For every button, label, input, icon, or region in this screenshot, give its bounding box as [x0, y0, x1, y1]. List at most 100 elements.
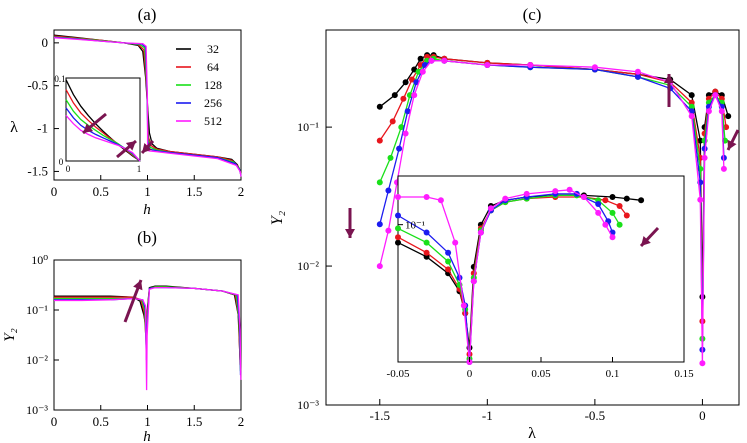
x-tick-label: -0.5	[585, 408, 606, 423]
data-point-256	[376, 221, 383, 228]
data-point-512	[688, 113, 695, 120]
data-point-512	[701, 154, 708, 161]
data-point-512	[580, 194, 587, 200]
data-point-32	[725, 113, 732, 120]
inset-y-tick-label: 0.1	[54, 74, 65, 84]
data-point-256	[385, 187, 392, 194]
data-point-512	[419, 68, 426, 75]
series-line-32	[397, 194, 642, 348]
legend-label-512: 512	[204, 114, 222, 128]
data-point-512	[470, 278, 477, 285]
data-point-512	[566, 186, 573, 193]
data-point-128	[415, 68, 422, 75]
data-point-64	[445, 266, 452, 273]
panel-b-arrow-head	[133, 280, 143, 291]
data-point-256	[445, 249, 452, 256]
legend-label-128: 128	[204, 78, 222, 92]
data-point-512	[460, 302, 467, 309]
y-axis-label: Y₂	[269, 210, 286, 225]
x-tick-label: -1.5	[369, 408, 390, 423]
data-point-32	[697, 137, 704, 144]
legend-label-256: 256	[204, 96, 222, 110]
series-line-512	[54, 286, 242, 391]
data-point-512	[402, 130, 409, 137]
data-point-64	[389, 118, 396, 125]
y-tick-label: 10⁻³	[297, 398, 319, 412]
y-axis-label: Y₂	[2, 328, 18, 342]
panel-c-inset-arrow-head	[641, 236, 651, 246]
y-tick-label: 10⁻¹	[26, 303, 48, 317]
data-point-32	[395, 239, 401, 246]
panel-c-label: (c)	[523, 5, 542, 24]
data-point-32	[623, 195, 630, 202]
data-point-64	[602, 197, 609, 204]
data-point-512	[697, 196, 704, 203]
x-tick-label: 0	[51, 414, 58, 429]
x-tick-label: 1.5	[186, 184, 202, 199]
data-point-64	[616, 203, 623, 209]
x-axis-label: h	[143, 429, 151, 443]
y-tick-label: 10⁰	[31, 253, 48, 267]
y-axis-label: λ	[10, 119, 18, 136]
panel-a-arrow-up-head	[125, 141, 136, 151]
data-point-512	[502, 195, 509, 202]
inset-x-tick-label: 0	[66, 164, 71, 174]
data-point-256	[404, 108, 411, 115]
data-point-512	[423, 194, 430, 200]
x-tick-label: 0.5	[93, 414, 109, 429]
x-tick-label: -1	[482, 408, 493, 423]
data-point-64	[688, 99, 695, 106]
inset-x-tick-label: 0.1	[606, 368, 620, 380]
data-point-256	[423, 229, 430, 236]
y-tick-label: 10⁻²	[26, 353, 48, 367]
data-point-32	[423, 253, 430, 260]
data-point-512	[602, 221, 609, 228]
y-tick-label: -1	[37, 121, 48, 136]
data-point-128	[688, 103, 695, 110]
data-point-512	[376, 263, 383, 270]
panel-c-frame	[325, 29, 740, 406]
inset-x-tick-label: 1	[137, 164, 142, 174]
x-tick-label: 0	[699, 408, 706, 423]
data-point-512	[720, 165, 727, 172]
data-point-32	[638, 197, 645, 204]
data-point-64	[395, 234, 401, 241]
data-point-512	[523, 190, 530, 197]
data-point-512	[411, 92, 418, 99]
data-point-32	[688, 92, 695, 99]
x-tick-label: 1	[144, 414, 151, 429]
x-axis-label: λ	[528, 425, 536, 442]
data-point-512	[441, 57, 448, 64]
inset-x-tick-label: 0.05	[531, 368, 551, 380]
data-point-128	[398, 124, 405, 131]
data-point-512	[699, 360, 706, 367]
data-point-128	[395, 225, 401, 232]
panel-a-arrow-down-head	[142, 142, 152, 153]
inset-y-tick-label: 0	[59, 157, 64, 167]
data-point-512	[718, 108, 725, 115]
data-point-32	[417, 55, 424, 62]
data-point-128	[376, 179, 383, 186]
data-point-256	[396, 145, 403, 152]
inset-x-tick-label: 0.15	[674, 368, 694, 380]
data-point-512	[609, 234, 616, 241]
data-point-512	[385, 227, 392, 234]
legend-label-64: 64	[207, 60, 219, 74]
data-point-64	[623, 212, 630, 219]
data-point-128	[423, 239, 430, 246]
data-point-512	[552, 188, 559, 195]
data-point-32	[609, 194, 616, 200]
data-point-512	[452, 239, 459, 246]
data-point-32	[402, 79, 409, 86]
data-point-128	[387, 154, 394, 161]
data-point-512	[428, 57, 435, 64]
data-point-256	[634, 73, 641, 80]
legend-label-32: 32	[207, 42, 219, 56]
panel-c-arrow-down-head	[345, 229, 355, 238]
inset-arrow-head	[83, 123, 94, 133]
data-point-256	[395, 212, 401, 219]
data-point-32	[376, 103, 383, 110]
data-point-512	[477, 229, 484, 236]
data-point-512	[634, 68, 641, 75]
